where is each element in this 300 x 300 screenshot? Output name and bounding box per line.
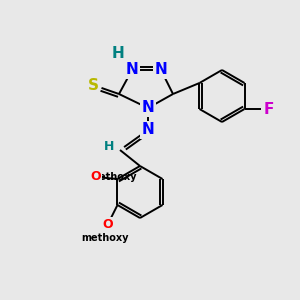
Text: N: N	[154, 62, 167, 77]
Text: N: N	[142, 100, 154, 116]
Text: S: S	[88, 77, 98, 92]
Text: N: N	[126, 62, 138, 77]
Text: O: O	[90, 170, 101, 184]
Text: methoxy: methoxy	[82, 233, 129, 243]
Text: H: H	[112, 46, 124, 61]
Text: O: O	[102, 218, 113, 232]
Text: methoxy: methoxy	[89, 172, 137, 182]
Text: N: N	[142, 122, 154, 137]
Text: F: F	[263, 101, 274, 116]
Text: H: H	[104, 140, 114, 154]
